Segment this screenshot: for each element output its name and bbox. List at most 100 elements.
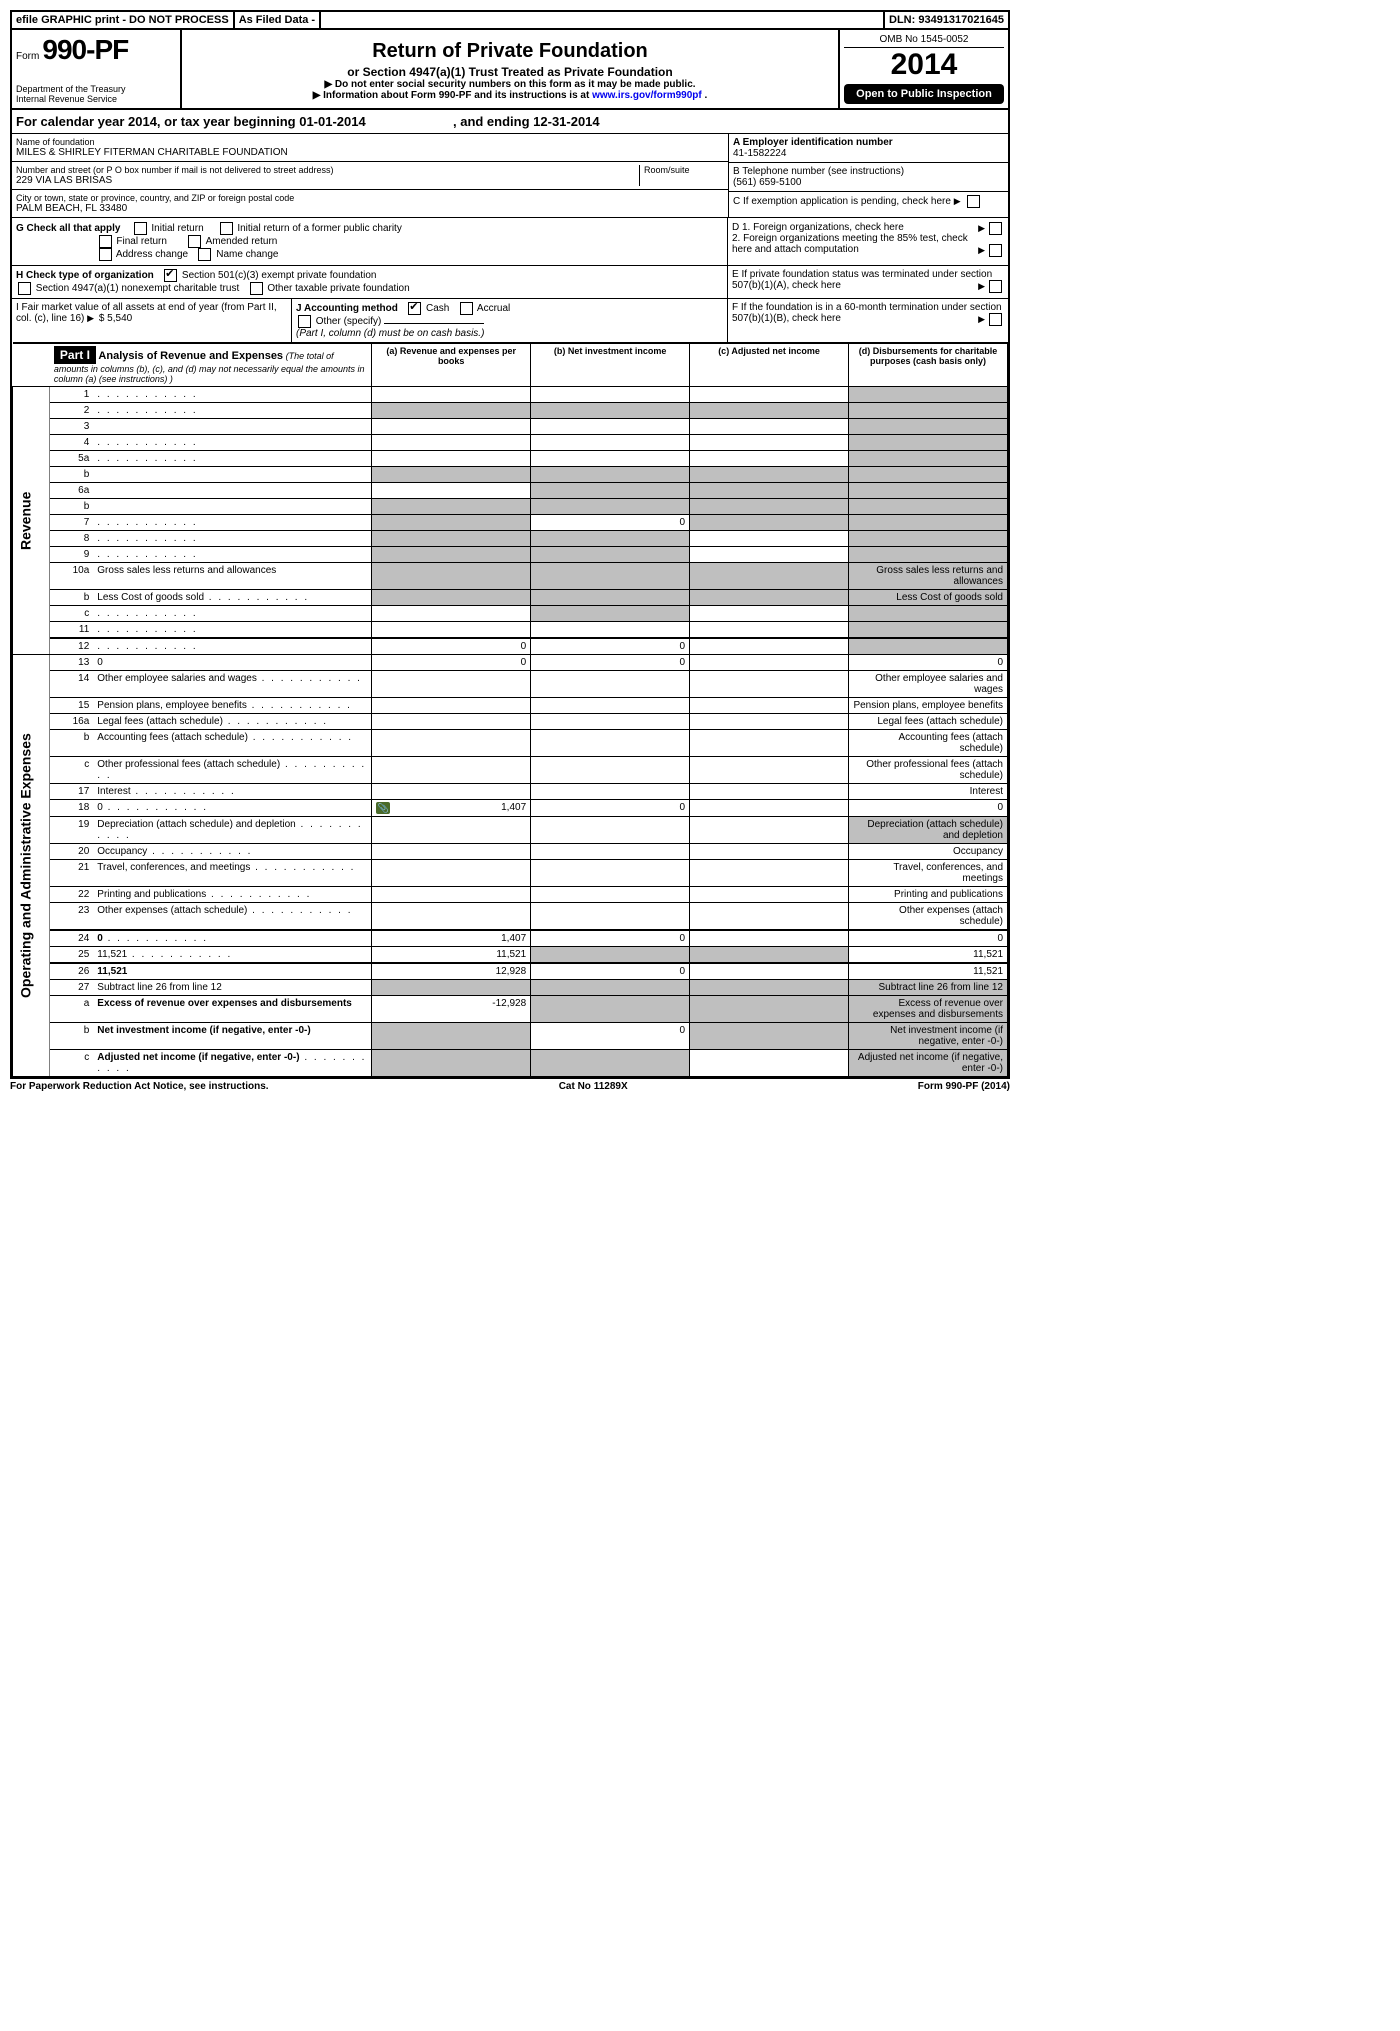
- footer-right: Form 990-PF (2014): [918, 1081, 1010, 1092]
- f-cell: F If the foundation is in a 60-month ter…: [728, 299, 1008, 342]
- line-number: 13: [50, 655, 93, 671]
- col-b-cell: 0: [531, 963, 690, 980]
- attachment-icon[interactable]: 📎: [376, 802, 390, 814]
- j-other-checkbox[interactable]: [298, 315, 311, 328]
- col-d-cell: Net investment income (if negative, ente…: [849, 1023, 1008, 1050]
- g-opt-3: Amended return: [206, 236, 278, 247]
- h-4947-checkbox[interactable]: [18, 282, 31, 295]
- line-description: Other professional fees (attach schedule…: [93, 757, 371, 784]
- g-initial-former-checkbox[interactable]: [220, 222, 233, 235]
- j-note: (Part I, column (d) must be on cash basi…: [296, 328, 484, 339]
- table-row: 2511,52111,52111,521: [13, 947, 1008, 964]
- city-label: City or town, state or province, country…: [16, 193, 724, 203]
- form-subtitle: or Section 4947(a)(1) Trust Treated as P…: [190, 65, 830, 79]
- col-c-cell: [690, 435, 849, 451]
- g-d-row: G Check all that apply Initial return In…: [12, 217, 1008, 265]
- form-title: Return of Private Foundation: [190, 40, 830, 63]
- i-label: I Fair market value of all assets at end…: [16, 302, 277, 324]
- c-checkbox[interactable]: [967, 195, 980, 208]
- note2-post: .: [705, 90, 708, 101]
- col-d-cell: [849, 638, 1008, 655]
- footer-left: For Paperwork Reduction Act Notice, see …: [10, 1081, 269, 1092]
- col-c-cell: [690, 655, 849, 671]
- h-501c3-checkbox[interactable]: [164, 269, 177, 282]
- line-number: 22: [50, 887, 93, 903]
- line-number: 7: [50, 515, 93, 531]
- irs-link[interactable]: www.irs.gov/form990pf: [592, 90, 702, 101]
- line-description: Excess of revenue over expenses and disb…: [93, 996, 371, 1023]
- col-c-cell: [690, 730, 849, 757]
- form-note1: ▶ Do not enter social security numbers o…: [190, 79, 830, 90]
- tel-cell: B Telephone number (see instructions) (5…: [729, 163, 1008, 192]
- col-a-cell: [372, 757, 531, 784]
- col-b-cell: [531, 590, 690, 606]
- col-d-cell: 0: [849, 930, 1008, 947]
- col-c-cell: [690, 996, 849, 1023]
- col-d-cell: [849, 515, 1008, 531]
- col-c-cell: [690, 860, 849, 887]
- col-d-cell: Subtract line 26 from line 12: [849, 980, 1008, 996]
- table-row: 10aGross sales less returns and allowanc…: [13, 563, 1008, 590]
- col-d-cell: Pension plans, employee benefits: [849, 698, 1008, 714]
- col-b-cell: [531, 980, 690, 996]
- col-a-cell: [372, 467, 531, 483]
- g-address-checkbox[interactable]: [99, 248, 112, 261]
- h-other-checkbox[interactable]: [250, 282, 263, 295]
- col-a-cell: [372, 590, 531, 606]
- col-d-cell: 11,521: [849, 963, 1008, 980]
- col-c-cell: [690, 606, 849, 622]
- table-row: 27Subtract line 26 from line 12Subtract …: [13, 980, 1008, 996]
- line-description: [93, 499, 371, 515]
- arrow-icon: [954, 196, 963, 207]
- line-description: [93, 419, 371, 435]
- table-row: bNet investment income (if negative, ent…: [13, 1023, 1008, 1050]
- f-checkbox[interactable]: [989, 313, 1002, 326]
- j-accrual-checkbox[interactable]: [460, 302, 473, 315]
- line-description: [93, 483, 371, 499]
- e-checkbox[interactable]: [989, 280, 1002, 293]
- line-number: 26: [50, 963, 93, 980]
- col-b-cell: [531, 547, 690, 563]
- d2-checkbox[interactable]: [989, 244, 1002, 257]
- g-label: G Check all that apply: [16, 223, 120, 234]
- dln-label: DLN:: [889, 14, 915, 26]
- g-initial-checkbox[interactable]: [134, 222, 147, 235]
- form-number: 990-PF: [42, 34, 128, 65]
- tel-label: B Telephone number (see instructions): [733, 166, 1004, 177]
- e-cell: E If private foundation status was termi…: [728, 266, 1008, 298]
- col-a-cell: [372, 483, 531, 499]
- asfiled-label: As Filed Data -: [235, 12, 321, 28]
- d1-row: D 1. Foreign organizations, check here: [732, 222, 1004, 233]
- col-a-cell: [372, 387, 531, 403]
- line-number: 23: [50, 903, 93, 931]
- line-number: 14: [50, 671, 93, 698]
- line-description: [93, 467, 371, 483]
- address-row: Number and street (or P O box number if …: [12, 162, 728, 190]
- line-number: 1: [50, 387, 93, 403]
- col-a-cell: [372, 671, 531, 698]
- f-label: F If the foundation is in a 60-month ter…: [732, 302, 1002, 324]
- col-b-cell: [531, 435, 690, 451]
- g-amended-checkbox[interactable]: [188, 235, 201, 248]
- col-d-cell: 11,521: [849, 947, 1008, 964]
- line-number: 19: [50, 817, 93, 844]
- line-description: [93, 451, 371, 467]
- col-c-cell: [690, 930, 849, 947]
- foundation-name: MILES & SHIRLEY FITERMAN CHARITABLE FOUN…: [16, 147, 724, 158]
- g-final-checkbox[interactable]: [99, 235, 112, 248]
- col-d-cell: Occupancy: [849, 844, 1008, 860]
- g-name-checkbox[interactable]: [198, 248, 211, 261]
- h-label: H Check type of organization: [16, 270, 154, 281]
- col-c-cell: [690, 698, 849, 714]
- col-b-cell: [531, 698, 690, 714]
- col-d-cell: [849, 387, 1008, 403]
- line-number: 18: [50, 800, 93, 817]
- table-row: 2401,40700: [13, 930, 1008, 947]
- side-label: Operating and Administrative Expenses: [13, 655, 50, 1077]
- j-cash-checkbox[interactable]: [408, 302, 421, 315]
- city-cell: City or town, state or province, country…: [12, 190, 728, 217]
- d1-checkbox[interactable]: [989, 222, 1002, 235]
- top-bar: efile GRAPHIC print - DO NOT PROCESS As …: [12, 12, 1008, 30]
- col-d-cell: Accounting fees (attach schedule): [849, 730, 1008, 757]
- line-number: c: [50, 1050, 93, 1077]
